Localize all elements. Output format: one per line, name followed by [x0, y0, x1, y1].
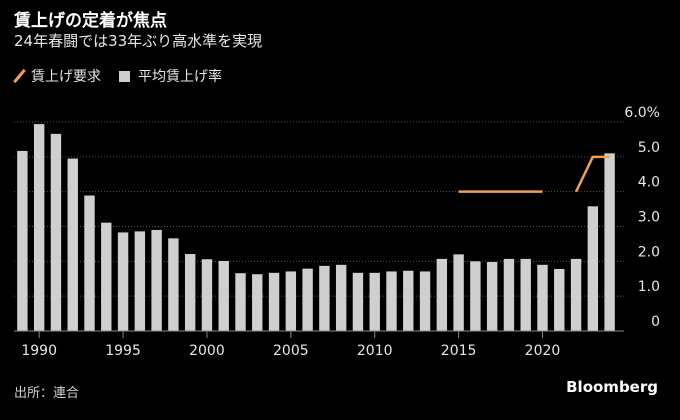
bar [168, 238, 179, 331]
chart-subtitle: 24年春闘では33年ぶり高水準を実現 [14, 32, 263, 50]
bar [319, 265, 330, 331]
y-tick-label: 2.0 [638, 244, 660, 260]
bar [436, 258, 448, 331]
y-tick-label: 1.0 [638, 279, 660, 295]
wage-demand-line [458, 155, 610, 193]
bar [252, 274, 263, 331]
bar [503, 258, 515, 331]
y-tick-label: 3.0 [638, 210, 660, 226]
y-tick-label: 5.0 [638, 140, 660, 156]
y-axis: 0 1.0 2.0 3.0 4.0 5.0 6.0% [624, 105, 660, 330]
bar [134, 231, 146, 331]
legend-item-line: 賃上げ要求 [13, 66, 101, 86]
bar [453, 254, 464, 331]
x-tick-label: 1990 [21, 343, 57, 359]
bars [17, 124, 615, 331]
bar [604, 153, 615, 331]
bar [151, 229, 162, 331]
bar [520, 258, 531, 331]
bar [218, 260, 229, 331]
x-tick-label: 2005 [273, 343, 309, 359]
bar [302, 268, 313, 331]
x-tick-label: 2015 [441, 343, 477, 359]
bar [570, 258, 582, 331]
y-tick-label: 4.0 [638, 175, 660, 191]
legend-line-label: 賃上げ要求 [31, 69, 101, 85]
source-note: 出所：連合 [14, 386, 80, 401]
bar [17, 150, 28, 331]
bar [386, 271, 397, 331]
bar [67, 158, 78, 331]
brand-logo: Bloomberg [566, 378, 658, 396]
legend-item-bar: 平均賃上げ率 [119, 66, 222, 86]
bar [587, 206, 599, 331]
bar [486, 262, 498, 331]
bar [419, 271, 431, 331]
bar [117, 232, 129, 331]
bar [537, 264, 548, 331]
x-tick-label: 2000 [189, 343, 225, 359]
bar [285, 271, 297, 331]
y-tick-label: 0 [651, 314, 660, 330]
bar [84, 195, 95, 331]
bar [101, 222, 112, 331]
legend-bar-label: 平均賃上げ率 [138, 69, 222, 85]
bar [184, 254, 196, 331]
x-tick-label: 1995 [105, 343, 141, 359]
x-axis: 1990 1995 2000 2005 2010 2015 2020 [14, 330, 624, 359]
bar [369, 272, 380, 331]
bar [50, 133, 62, 331]
bar [554, 268, 565, 331]
bar [235, 273, 246, 331]
x-tick-label: 2010 [357, 343, 393, 359]
bar [352, 272, 364, 331]
bar [268, 272, 280, 331]
wage-demand-segment [574, 155, 610, 193]
bar [201, 259, 213, 331]
chart-title: 賃上げの定着が焦点 [14, 11, 167, 31]
bar [33, 124, 45, 331]
y-tick-label: 6.0% [624, 105, 660, 121]
x-tick-label: 2020 [525, 343, 561, 359]
bar [335, 264, 347, 331]
legend-bar-swatch [119, 70, 130, 82]
legend: 賃上げ要求 平均賃上げ率 [13, 66, 240, 86]
bar [403, 270, 414, 331]
bar [470, 261, 481, 331]
